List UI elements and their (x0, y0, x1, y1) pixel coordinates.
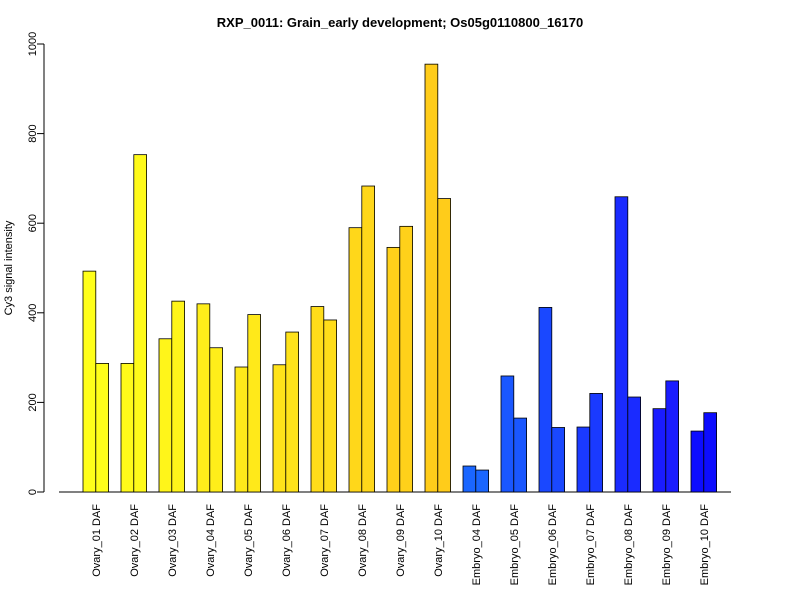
bar (424, 63, 439, 493)
bar (361, 185, 375, 493)
bar (348, 227, 363, 493)
bar (95, 363, 110, 493)
x-tick-label: Embryo_09 DAF (661, 504, 673, 586)
y-tick-label: 0 (27, 489, 39, 495)
x-tick-label: Ovary_03 DAF (167, 504, 179, 577)
bar (272, 364, 287, 493)
y-tick-label: 200 (27, 393, 39, 411)
bar (475, 469, 489, 493)
x-tick-label: Ovary_08 DAF (357, 504, 369, 577)
x-tick-label: Ovary_06 DAF (281, 504, 293, 577)
x-tick-label: Ovary_04 DAF (205, 504, 217, 577)
x-tick-label: Embryo_07 DAF (585, 504, 597, 586)
bar (285, 331, 299, 493)
x-tick-label: Embryo_04 DAF (471, 504, 483, 586)
bar (196, 303, 211, 493)
bar (614, 196, 629, 493)
bar (120, 363, 135, 493)
bar (323, 319, 337, 493)
bar (133, 154, 148, 493)
x-tick-label: Ovary_10 DAF (433, 504, 445, 577)
bar (234, 366, 249, 493)
bar (247, 314, 262, 493)
bar (551, 427, 565, 493)
bar (703, 412, 717, 493)
bar (158, 338, 173, 493)
x-tick-label: Embryo_05 DAF (509, 504, 521, 586)
x-tick-label: Embryo_06 DAF (547, 504, 559, 586)
x-tick-label: Ovary_02 DAF (129, 504, 141, 577)
y-tick-label: 400 (27, 304, 39, 322)
chart-title: RXP_0011: Grain_early development; Os05g… (217, 15, 583, 30)
y-tick-label: 1000 (27, 32, 39, 56)
bar (627, 396, 641, 493)
bar (462, 465, 477, 493)
x-tick-label: Ovary_05 DAF (243, 504, 255, 577)
bar (310, 306, 325, 493)
bar (82, 270, 97, 493)
x-tick-label: Embryo_08 DAF (623, 504, 635, 586)
bar (500, 375, 515, 493)
bar (576, 426, 591, 493)
bar (513, 417, 527, 493)
bar (652, 408, 667, 493)
bar (386, 246, 401, 493)
x-tick-label: Ovary_07 DAF (319, 504, 331, 577)
x-tick-label: Ovary_09 DAF (395, 504, 407, 577)
bar (437, 198, 451, 493)
bar (665, 380, 679, 493)
x-tick-label: Ovary_01 DAF (91, 504, 103, 577)
y-tick-label: 600 (27, 214, 39, 232)
bar (690, 430, 705, 493)
bar (538, 307, 553, 493)
x-tick-label: Embryo_10 DAF (699, 504, 711, 586)
y-tick-label: 800 (27, 124, 39, 142)
y-axis: 0 200 400 600 800 1000 (27, 32, 45, 495)
category-labels: Ovary_01 DAF Ovary_02 DAF Ovary_03 DAF Ovar… (91, 504, 711, 586)
bar (399, 225, 413, 493)
bar (209, 347, 224, 493)
bar (171, 300, 186, 493)
y-axis-label: Cy3 signal intensity (3, 220, 15, 315)
bars (82, 63, 717, 493)
bar (589, 393, 603, 493)
